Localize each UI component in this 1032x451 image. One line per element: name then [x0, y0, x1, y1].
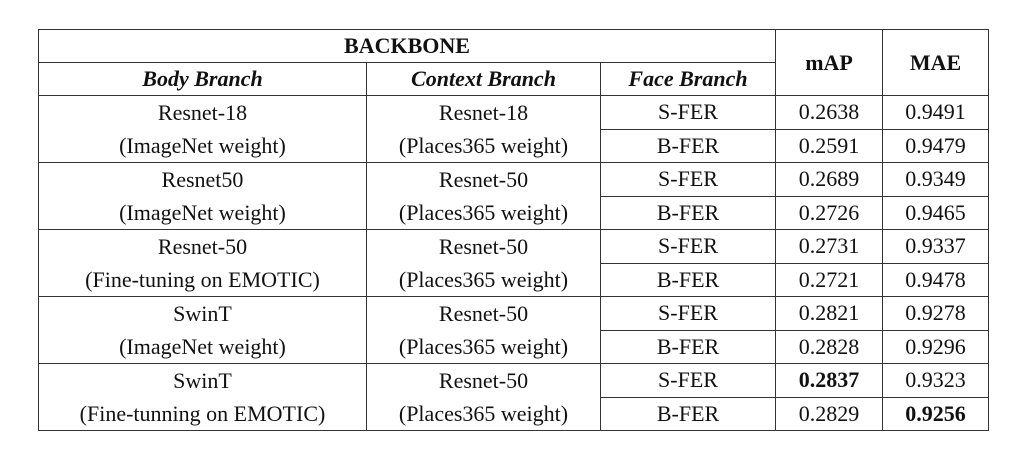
body-model: Resnet-50	[157, 234, 248, 259]
mae-cell: 0.9323	[882, 363, 990, 398]
mae-cell: 0.9256	[882, 396, 990, 431]
map-cell: 0.2721	[775, 262, 884, 297]
table-row: Resnet-18 (ImageNet weight) Resnet-18 (P…	[38, 95, 990, 163]
context-model: Resnet-50	[438, 301, 529, 326]
face-branch-cell: S-FER	[599, 363, 777, 398]
body-model: SwinT	[173, 301, 232, 326]
table-row: Resnet50 (ImageNet weight) Resnet-50 (Pl…	[38, 162, 990, 230]
map-cell: 0.2638	[775, 95, 884, 130]
map-cell: 0.2731	[775, 229, 884, 264]
mae-cell: 0.9465	[882, 195, 990, 230]
body-weight: (ImageNet weight)	[119, 334, 286, 359]
face-branch-cell: B-FER	[599, 329, 777, 364]
face-branch-cell: S-FER	[599, 95, 777, 130]
map-cell: 0.2591	[775, 128, 884, 163]
body-weight: (Fine-tunning on EMOTIC)	[79, 401, 326, 426]
face-branch-cell: S-FER	[599, 162, 777, 197]
table-row: B-FER 0.2829 0.9256	[39, 396, 990, 431]
face-branch-cell: B-FER	[599, 262, 777, 297]
context-branch-cell: Resnet-50 (Places365 weight)	[366, 296, 601, 364]
face-branch-cell: S-FER	[599, 229, 777, 264]
table-body: Resnet-18 (ImageNet weight) Resnet-18 (P…	[38, 95, 990, 431]
context-branch-cell: Resnet-50 (Places365 weight)	[366, 162, 601, 230]
body-model: Resnet50	[161, 167, 244, 192]
mae-cell: 0.9278	[882, 296, 990, 331]
map-cell: 0.2837	[775, 363, 884, 398]
context-model: Resnet-50	[438, 167, 529, 192]
context-weight: (Places365 weight)	[398, 133, 569, 158]
body-model: SwinT	[173, 368, 232, 393]
context-weight: (Places365 weight)	[398, 200, 569, 225]
mae-cell: 0.9491	[882, 95, 990, 130]
face-branch-header: Face Branch	[599, 62, 777, 96]
context-model: Resnet-50	[438, 368, 529, 393]
map-cell: 0.2726	[775, 195, 884, 230]
results-table: BACKBONE mAP MAE Body Branch Context Bra…	[37, 29, 990, 431]
map-cell: 0.2821	[775, 296, 884, 331]
map-cell: 0.2689	[775, 162, 884, 197]
map-header: mAP	[775, 29, 884, 96]
body-model: Resnet-18	[157, 100, 248, 125]
backbone-header: BACKBONE	[37, 29, 777, 63]
face-branch-cell: S-FER	[599, 296, 777, 331]
body-weight: (ImageNet weight)	[119, 200, 286, 225]
table-row: B-FER 0.2721 0.9478	[39, 262, 990, 297]
mae-cell: 0.9337	[882, 229, 990, 264]
table-row: SwinT (Fine-tunning on EMOTIC) Resnet-50…	[38, 363, 990, 431]
context-weight: (Places365 weight)	[398, 334, 569, 359]
face-branch-cell: B-FER	[599, 195, 777, 230]
mae-cell: 0.9479	[882, 128, 990, 163]
context-weight: (Places365 weight)	[398, 267, 569, 292]
header-row-sub: Body Branch Context Branch Face Branch	[38, 62, 989, 96]
context-model: Resnet-18	[438, 100, 529, 125]
mae-cell: 0.9296	[882, 329, 990, 364]
map-cell: 0.2829	[775, 396, 884, 431]
mae-header: MAE	[882, 29, 990, 96]
context-weight: (Places365 weight)	[398, 401, 569, 426]
table-row: Resnet-50 (Fine-tuning on EMOTIC) Resnet…	[38, 229, 990, 297]
table-header: BACKBONE mAP MAE Body Branch Context Bra…	[37, 29, 990, 96]
context-model: Resnet-50	[438, 234, 529, 259]
mae-cell: 0.9478	[882, 262, 990, 297]
body-branch-cell: Resnet50 (ImageNet weight)	[38, 162, 367, 230]
face-branch-cell: B-FER	[599, 128, 777, 163]
context-branch-cell: Resnet-50 (Places365 weight)	[366, 229, 601, 297]
body-branch-header: Body Branch	[38, 62, 367, 96]
body-weight: (ImageNet weight)	[119, 133, 286, 158]
table-row: SwinT (ImageNet weight) Resnet-50 (Place…	[38, 296, 990, 364]
body-branch-cell: Resnet-50 (Fine-tuning on EMOTIC)	[38, 229, 367, 297]
body-weight: (Fine-tuning on EMOTIC)	[85, 267, 320, 292]
body-branch-cell: SwinT (Fine-tunning on EMOTIC)	[38, 363, 367, 431]
body-branch-cell: SwinT (ImageNet weight)	[38, 296, 367, 364]
table-row: B-FER 0.2828 0.9296	[39, 329, 990, 364]
face-branch-cell: B-FER	[599, 396, 777, 431]
body-branch-cell: Resnet-18 (ImageNet weight)	[38, 95, 367, 163]
context-branch-cell: Resnet-18 (Places365 weight)	[366, 95, 601, 163]
header-row-top: BACKBONE mAP MAE	[37, 29, 990, 96]
context-branch-cell: Resnet-50 (Places365 weight)	[366, 363, 601, 431]
context-branch-header: Context Branch	[366, 62, 601, 96]
mae-cell: 0.9349	[882, 162, 990, 197]
map-cell: 0.2828	[775, 329, 884, 364]
